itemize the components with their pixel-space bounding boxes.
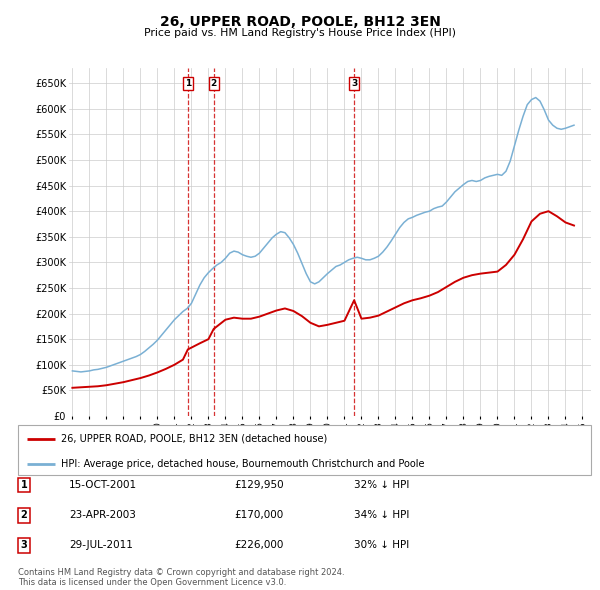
FancyBboxPatch shape <box>18 425 591 475</box>
Text: 23-APR-2003: 23-APR-2003 <box>69 510 136 520</box>
Text: £170,000: £170,000 <box>234 510 283 520</box>
Text: Contains HM Land Registry data © Crown copyright and database right 2024.
This d: Contains HM Land Registry data © Crown c… <box>18 568 344 587</box>
Text: 26, UPPER ROAD, POOLE, BH12 3EN (detached house): 26, UPPER ROAD, POOLE, BH12 3EN (detache… <box>61 434 327 444</box>
Text: 3: 3 <box>351 79 357 88</box>
Text: HPI: Average price, detached house, Bournemouth Christchurch and Poole: HPI: Average price, detached house, Bour… <box>61 459 424 469</box>
Text: 1: 1 <box>20 480 28 490</box>
Text: £129,950: £129,950 <box>234 480 284 490</box>
Text: 2: 2 <box>20 510 28 520</box>
Text: 26, UPPER ROAD, POOLE, BH12 3EN: 26, UPPER ROAD, POOLE, BH12 3EN <box>160 15 440 29</box>
Text: 34% ↓ HPI: 34% ↓ HPI <box>354 510 409 520</box>
Text: 1: 1 <box>185 79 191 88</box>
Text: 15-OCT-2001: 15-OCT-2001 <box>69 480 137 490</box>
Text: £226,000: £226,000 <box>234 540 283 550</box>
Text: 32% ↓ HPI: 32% ↓ HPI <box>354 480 409 490</box>
Text: 2: 2 <box>211 79 217 88</box>
Text: 30% ↓ HPI: 30% ↓ HPI <box>354 540 409 550</box>
Text: Price paid vs. HM Land Registry's House Price Index (HPI): Price paid vs. HM Land Registry's House … <box>144 28 456 38</box>
Text: 29-JUL-2011: 29-JUL-2011 <box>69 540 133 550</box>
Text: 3: 3 <box>20 540 28 550</box>
